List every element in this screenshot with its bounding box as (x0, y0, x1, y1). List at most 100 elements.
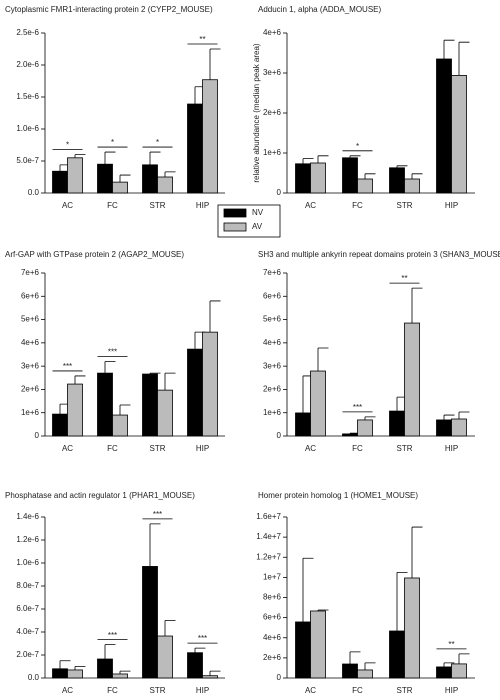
significance-label: *** (108, 348, 117, 357)
bar (157, 389, 173, 437)
bar (295, 621, 311, 679)
bar (142, 373, 158, 437)
bar (112, 181, 128, 194)
bar (97, 163, 113, 194)
y-tick-label: 8e+6 (263, 593, 282, 602)
error-bar (411, 526, 423, 578)
y-tick-label: 1e+6 (263, 408, 282, 417)
bar (187, 348, 203, 437)
y-tick-label: 0 (277, 673, 282, 682)
error-bar (349, 155, 361, 158)
bar (295, 163, 311, 194)
significance-label: *** (108, 631, 117, 640)
y-tick-label: 6e+6 (21, 291, 40, 300)
x-tick-label: AC (62, 686, 73, 695)
chart-title: Phosphatase and actin regulator 1 (PHAR1… (5, 491, 195, 500)
error-bar (443, 662, 455, 667)
x-tick-label: STR (397, 201, 413, 210)
x-tick-label: HIP (196, 686, 209, 695)
bar (187, 652, 203, 679)
error-bar (164, 171, 176, 177)
error-bar (149, 372, 161, 375)
error-bar (119, 174, 131, 183)
x-tick-label: HIP (445, 686, 458, 695)
y-tick-label: 1e+6 (21, 408, 40, 417)
bar (310, 162, 326, 194)
error-bar (317, 609, 329, 611)
error-bar (458, 653, 470, 664)
chart-title: Arf-GAP with GTPase protein 2 (AGAP2_MOU… (5, 250, 184, 259)
y-tick-label: 2.0e-7 (16, 650, 39, 659)
y-tick-label: 2.5e-6 (16, 28, 39, 37)
y-tick-label: 1.4e+7 (256, 532, 281, 541)
bar (202, 331, 218, 437)
bar (310, 370, 326, 437)
bar (187, 103, 203, 194)
y-tick-label: 5.0e-7 (16, 156, 39, 165)
bar (142, 164, 158, 194)
error-bar (209, 670, 221, 676)
error-bar (411, 287, 423, 324)
x-tick-label: HIP (445, 201, 458, 210)
significance-label: * (156, 138, 159, 147)
bar (357, 669, 373, 679)
chart-title: SH3 and multiple ankyrin repeat domains … (258, 250, 500, 259)
bar (202, 79, 218, 194)
bar (157, 635, 173, 679)
y-tick-label: 0 (277, 188, 282, 197)
error-bar (74, 375, 86, 385)
significance-label: * (111, 138, 114, 147)
y-tick-label: 8.0e-7 (16, 581, 39, 590)
bar (389, 167, 405, 194)
error-bar (458, 411, 470, 420)
significance-label: ** (401, 274, 407, 283)
y-tick-label: 0 (35, 431, 40, 440)
error-bar (164, 372, 176, 391)
y-tick-label: 4e+6 (263, 633, 282, 642)
bar (389, 410, 405, 437)
y-tick-label: 1e+6 (263, 148, 282, 157)
bar (310, 610, 326, 679)
x-tick-label: STR (150, 686, 166, 695)
y-tick-label: 1e+7 (263, 572, 282, 581)
y-tick-label: 3e+6 (21, 361, 40, 370)
bar (342, 663, 358, 679)
error-bar (396, 571, 408, 632)
y-tick-label: 1.6e+7 (256, 512, 281, 521)
x-tick-label: AC (62, 444, 73, 453)
bar (142, 566, 158, 679)
error-bar (411, 173, 423, 179)
bar (202, 675, 218, 679)
x-tick-label: STR (397, 444, 413, 453)
error-bar (349, 651, 361, 665)
y-tick-label: 1.0e-6 (16, 124, 39, 133)
y-tick-label: 6e+6 (263, 291, 282, 300)
x-tick-label: HIP (445, 444, 458, 453)
bar (389, 630, 405, 679)
error-bar (104, 151, 116, 165)
y-tick-label: 2e+6 (21, 385, 40, 394)
y-tick-label: 1.2e+7 (256, 552, 281, 561)
x-tick-label: AC (305, 444, 316, 453)
bar (67, 669, 83, 679)
bar (436, 58, 452, 194)
error-bar (458, 41, 470, 76)
error-bar (364, 173, 376, 179)
legend-swatch (223, 222, 247, 232)
y-tick-label: 4e+6 (263, 28, 282, 37)
error-bar (59, 660, 71, 669)
y-tick-label: 2e+6 (263, 108, 282, 117)
significance-label: ** (199, 35, 205, 44)
chart-title: Homer protein homolog 1 (HOME1_MOUSE) (258, 491, 418, 500)
y-tick-label: 4e+6 (263, 338, 282, 347)
y-tick-label: 5e+6 (21, 315, 40, 324)
bar (342, 433, 358, 437)
bar (342, 157, 358, 194)
y-tick-label: 1.0e-6 (16, 558, 39, 567)
chart-title: Adducin 1, alpha (ADDA_MOUSE) (258, 5, 382, 14)
y-tick-label: 3e+6 (263, 68, 282, 77)
y-tick-label: 1.2e-6 (16, 535, 39, 544)
bar (357, 419, 373, 437)
error-bar (74, 154, 86, 158)
significance-label: *** (63, 362, 72, 371)
